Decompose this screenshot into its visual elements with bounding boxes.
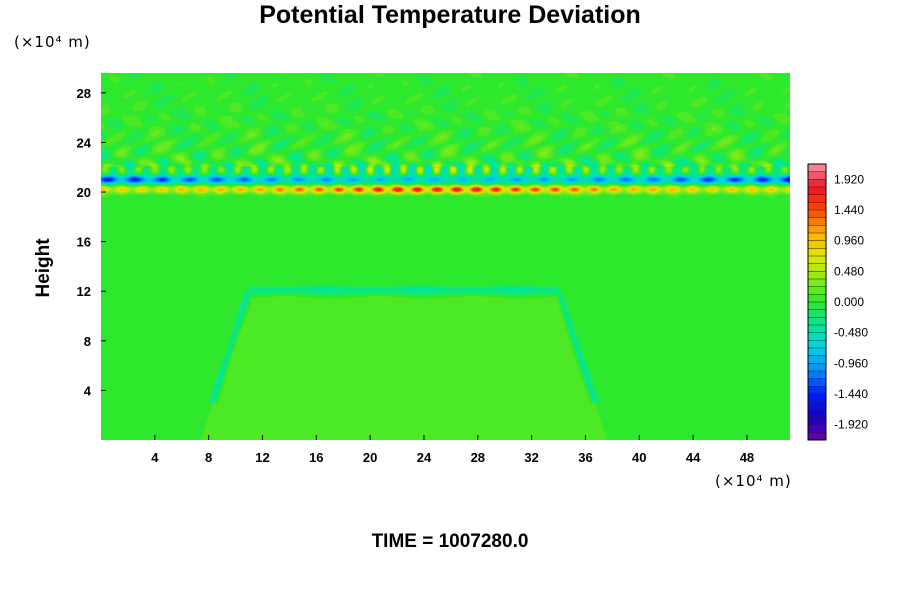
colorbar-segment: [808, 279, 826, 287]
colorbar-segment: [808, 363, 826, 372]
colorbar-segment: [808, 394, 826, 402]
colorbar-segment: [808, 401, 826, 410]
colorbar-segment: [808, 233, 826, 241]
colorbar-segment: [808, 225, 826, 234]
colorbar-segment: [808, 348, 826, 356]
colorbar-label: 1.920: [834, 172, 864, 186]
colorbar-label: 1.440: [834, 203, 864, 217]
chart-title: Potential Temperature Deviation: [259, 1, 641, 29]
colorbar-label: -0.480: [834, 326, 868, 340]
colorbar-segment: [808, 187, 826, 195]
x-tick-label: 36: [578, 450, 592, 465]
x-tick-label: 20: [363, 450, 377, 465]
colorbar-segment: [808, 217, 826, 226]
colorbar-segment: [808, 432, 826, 441]
colorbar-segment: [808, 309, 826, 318]
colorbar-segment: [808, 317, 826, 326]
colorbar-label: -0.960: [834, 356, 868, 370]
colorbar-segment: [808, 202, 826, 211]
x-tick-label: 4: [151, 450, 159, 465]
colorbar-label: 0.000: [834, 295, 864, 309]
colorbar-segment: [808, 179, 826, 188]
colorbar-segment: [808, 263, 826, 272]
x-tick-label: 8: [205, 450, 212, 465]
y-axis-unit: (×10⁴ m): [14, 33, 91, 51]
y-tick-label: 20: [77, 185, 91, 200]
colorbar-segment: [808, 164, 826, 172]
x-tick-label: 32: [524, 450, 538, 465]
colorbar-segment: [808, 340, 826, 349]
x-tick-label: 48: [740, 450, 754, 465]
colorbar-segment: [808, 302, 826, 310]
colorbar-segment: [808, 286, 826, 295]
y-tick-label: 28: [77, 86, 91, 101]
colorbar-segment: [808, 355, 826, 364]
colorbar-segment: [808, 325, 826, 333]
colorbar-segment: [808, 294, 826, 303]
colorbar-segment: [808, 248, 826, 257]
colorbar-segment: [808, 378, 826, 387]
colorbar-segment: [808, 371, 826, 379]
heatmap-field: [101, 73, 790, 440]
colorbar-segment: [808, 171, 826, 180]
x-tick-label: 44: [686, 450, 701, 465]
x-tick-label: 12: [255, 450, 269, 465]
colorbar-segment: [808, 386, 826, 395]
y-tick-label: 24: [77, 135, 92, 150]
colorbar-frame: [807, 163, 827, 441]
colorbar-segment: [808, 210, 826, 218]
x-tick-label: 24: [417, 450, 432, 465]
colorbar-segment: [808, 409, 826, 418]
colorbar-segment: [808, 271, 826, 280]
y-tick-label: 12: [77, 284, 91, 299]
colorbar-segment: [808, 240, 826, 249]
colorbar-label: 0.480: [834, 264, 864, 278]
colorbar-label: 0.960: [834, 234, 864, 248]
colorbar-label: -1.920: [834, 418, 868, 432]
x-tick-label: 16: [309, 450, 323, 465]
colorbar-segment: [808, 194, 826, 203]
colorbar-segment: [808, 256, 826, 264]
x-axis-unit: (×10⁴ m): [715, 472, 792, 490]
x-tick-label: 28: [471, 450, 485, 465]
y-tick-label: 8: [84, 334, 91, 349]
time-label: TIME = 1007280.0: [371, 531, 529, 552]
x-tick-label: 40: [632, 450, 646, 465]
colorbar-segment: [808, 332, 826, 341]
colorbar-label: -1.440: [834, 387, 868, 401]
y-tick-label: 4: [84, 383, 92, 398]
colorbar-segment: [808, 417, 826, 425]
y-tick-label: 16: [77, 235, 91, 250]
colorbar-segment: [808, 424, 826, 433]
